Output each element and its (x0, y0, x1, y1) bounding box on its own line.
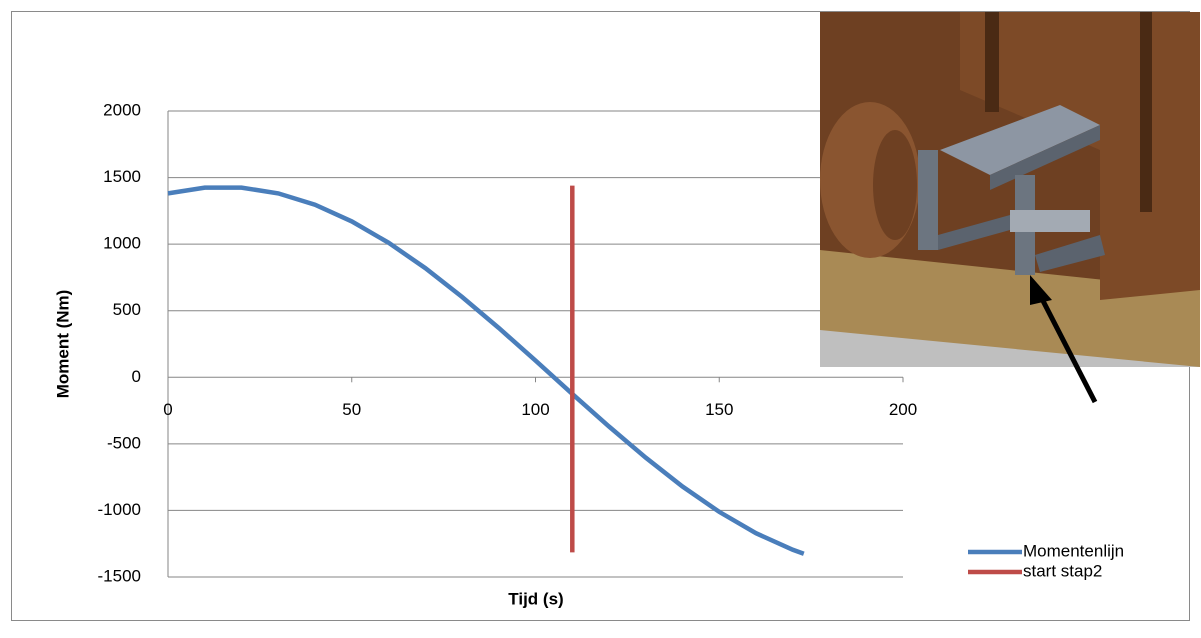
x-tick-label: 0 (163, 400, 172, 419)
inset-beam (985, 12, 999, 112)
y-tick-label: 500 (113, 300, 141, 319)
inset-beam (1140, 12, 1152, 212)
page: -1500 -1000 -500 0 500 1000 1500 2000 0 50 100 150 2… (0, 0, 1201, 638)
y-tick-label: -1500 (98, 566, 141, 585)
legend-label: start stap2 (1023, 561, 1102, 580)
y-tick-label: 2000 (103, 100, 141, 119)
x-tick-label: 200 (889, 400, 917, 419)
y-tick-label: -500 (107, 433, 141, 452)
y-axis-label: Moment (Nm) (53, 290, 72, 399)
inset-render (820, 12, 1200, 367)
x-axis-label: Tijd (s) (508, 589, 563, 608)
inset-leg (918, 150, 938, 250)
x-tick-label: 150 (705, 400, 733, 419)
y-tick-label: 1500 (103, 167, 141, 186)
legend-label: Momentenlijn (1023, 541, 1124, 560)
y-tick-label: 1000 (103, 234, 141, 253)
x-tick-label: 50 (342, 400, 361, 419)
y-tick-label: 0 (132, 367, 141, 386)
y-tick-label: -1000 (98, 500, 141, 519)
x-tick-label: 100 (521, 400, 549, 419)
inset-wheel-hub (873, 130, 917, 240)
chart: -1500 -1000 -500 0 500 1000 1500 2000 0 50 100 150 2… (0, 0, 1201, 633)
inset-actuator (1010, 210, 1090, 232)
